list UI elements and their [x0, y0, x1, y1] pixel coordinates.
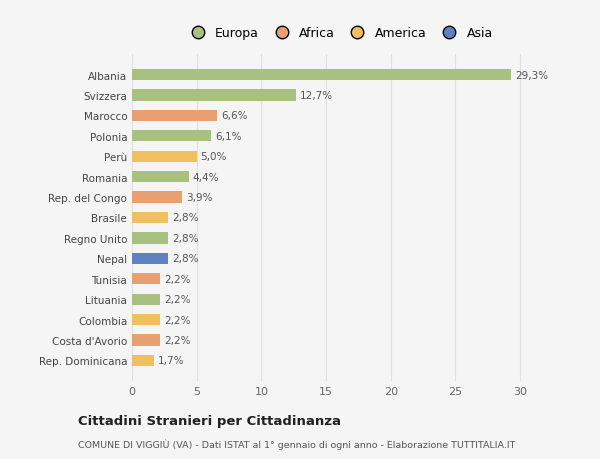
Bar	[132, 253, 168, 264]
Bar	[132, 172, 189, 183]
Text: 2,8%: 2,8%	[172, 213, 199, 223]
Bar	[132, 294, 160, 305]
Bar	[132, 111, 217, 122]
Legend: Europa, Africa, America, Asia: Europa, Africa, America, Asia	[180, 22, 498, 45]
Text: 2,2%: 2,2%	[164, 274, 191, 284]
Text: 6,6%: 6,6%	[221, 111, 248, 121]
Bar	[132, 192, 182, 203]
Bar	[132, 151, 197, 162]
Text: 2,8%: 2,8%	[172, 233, 199, 243]
Bar	[132, 131, 211, 142]
Bar	[132, 314, 160, 325]
Text: 4,4%: 4,4%	[193, 172, 220, 182]
Text: 29,3%: 29,3%	[515, 71, 548, 80]
Bar	[132, 274, 160, 285]
Text: Cittadini Stranieri per Cittadinanza: Cittadini Stranieri per Cittadinanza	[78, 414, 341, 428]
Bar	[132, 70, 511, 81]
Text: 12,7%: 12,7%	[300, 91, 334, 101]
Text: 2,2%: 2,2%	[164, 315, 191, 325]
Text: 2,2%: 2,2%	[164, 335, 191, 345]
Text: COMUNE DI VIGGIÙ (VA) - Dati ISTAT al 1° gennaio di ogni anno - Elaborazione TUT: COMUNE DI VIGGIÙ (VA) - Dati ISTAT al 1°…	[78, 439, 515, 449]
Text: 5,0%: 5,0%	[200, 152, 227, 162]
Bar	[132, 90, 296, 101]
Text: 2,2%: 2,2%	[164, 295, 191, 304]
Bar	[132, 233, 168, 244]
Bar	[132, 355, 154, 366]
Bar	[132, 213, 168, 224]
Bar	[132, 335, 160, 346]
Text: 3,9%: 3,9%	[187, 193, 213, 203]
Text: 6,1%: 6,1%	[215, 132, 241, 141]
Text: 2,8%: 2,8%	[172, 254, 199, 264]
Text: 1,7%: 1,7%	[158, 356, 184, 365]
